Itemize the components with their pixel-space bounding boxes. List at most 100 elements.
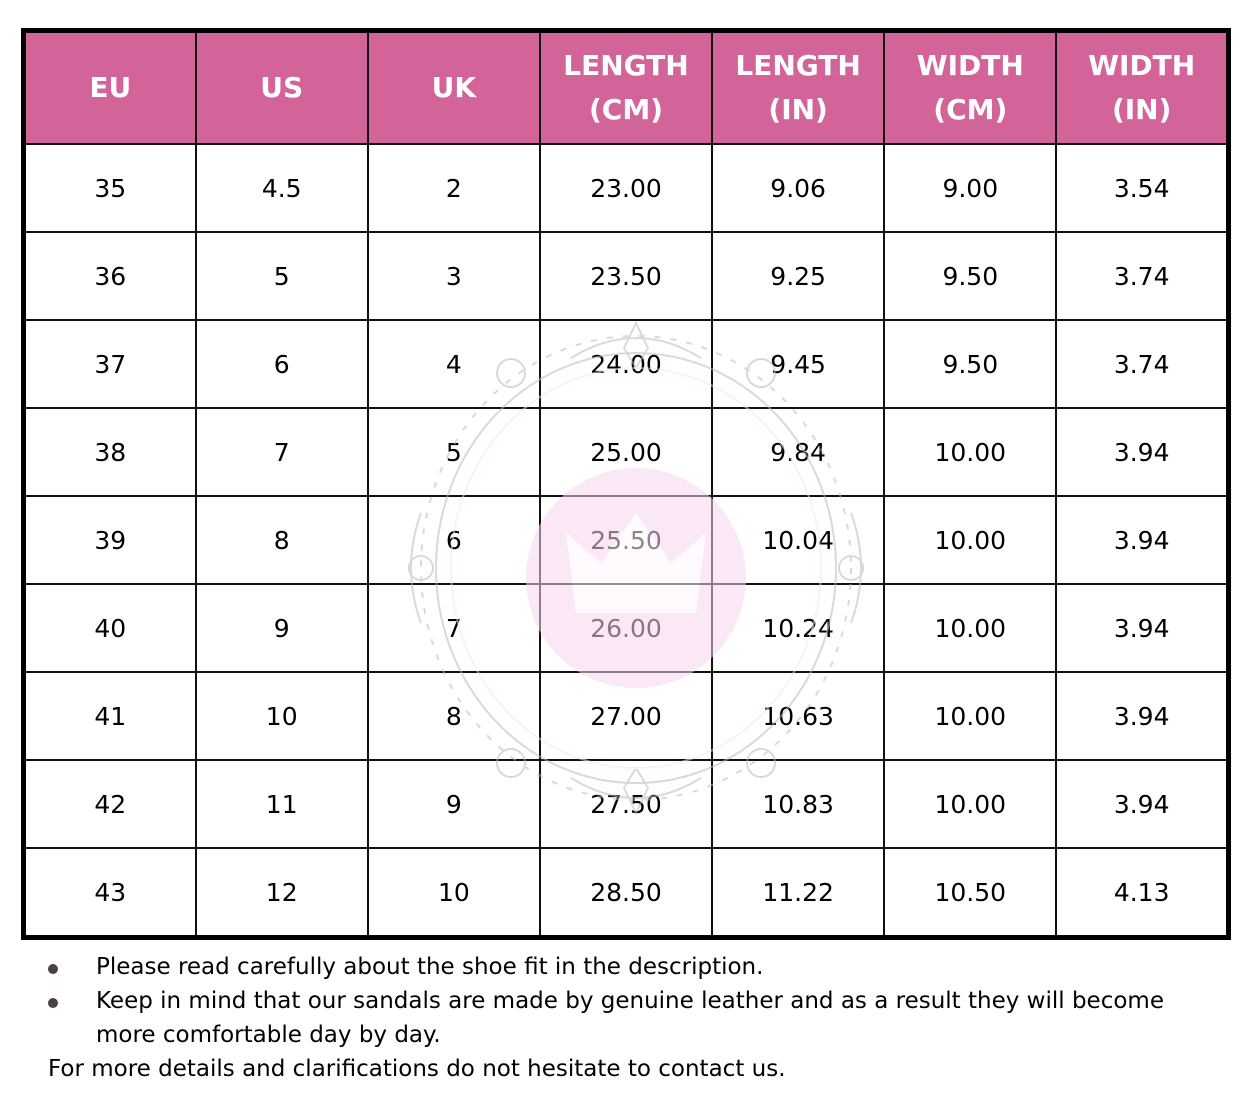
bullet-icon — [48, 964, 58, 974]
table-row: 35 4.5 2 23.00 9.06 9.00 3.54 — [22, 143, 1230, 233]
column-header-line: US — [260, 71, 304, 104]
contact-note: For more details and clarifications do n… — [48, 1056, 786, 1082]
column-header-line: (IN) — [1111, 93, 1172, 126]
table-cell: 5 — [194, 231, 369, 321]
table-cell: 3.94 — [1055, 759, 1230, 849]
table-cell: 10.63 — [711, 671, 886, 761]
table-cell: 25.50 — [538, 495, 714, 585]
table-cell: 9 — [366, 759, 541, 849]
table-cell: 12 — [194, 847, 369, 939]
table-cell: 9.25 — [711, 231, 886, 321]
table-cell: 11.22 — [711, 847, 886, 939]
column-header: LENGTH (CM) — [538, 29, 714, 145]
table-cell: 23.00 — [538, 143, 714, 233]
note-item: Keep in mind that our sandals are made b… — [48, 984, 1228, 1052]
table-cell: 2 — [366, 143, 541, 233]
table-cell: 9.50 — [883, 319, 1058, 409]
note-item: Please read carefully about the shoe fit… — [48, 950, 1228, 984]
table-cell: 10.04 — [711, 495, 886, 585]
note-text: Keep in mind that our sandals are made b… — [96, 988, 1164, 1048]
table-cell: 4.5 — [194, 143, 369, 233]
table-cell: 3 — [366, 231, 541, 321]
table-cell: 3.94 — [1055, 495, 1230, 585]
table-cell: 25.00 — [538, 407, 714, 497]
size-table: EU US UK LENGTH (CM) LENGTH (IN) WIDTH (CM) WIDTH… — [21, 28, 1231, 940]
table-cell: 7 — [366, 583, 541, 673]
column-header: WIDTH (IN) — [1055, 29, 1230, 145]
table-cell: 6 — [194, 319, 369, 409]
table-row: 41 10 8 27.00 10.63 10.00 3.94 — [22, 671, 1230, 761]
table-row: 39 8 6 25.50 10.04 10.00 3.94 — [22, 495, 1230, 585]
column-header-line: WIDTH — [1088, 49, 1196, 82]
table-cell: 10.00 — [883, 583, 1058, 673]
table-cell: 10.00 — [883, 407, 1058, 497]
table-row: 40 9 7 26.00 10.24 10.00 3.94 — [22, 583, 1230, 673]
table-cell: 27.50 — [538, 759, 714, 849]
table-cell: 7 — [194, 407, 369, 497]
table-cell: 3.94 — [1055, 671, 1230, 761]
table-row: 37 6 4 24.00 9.45 9.50 3.74 — [22, 319, 1230, 409]
table-cell: 10.00 — [883, 759, 1058, 849]
table-row: 42 11 9 27.50 10.83 10.00 3.94 — [22, 759, 1230, 849]
table-cell: 28.50 — [538, 847, 714, 939]
table-cell: 3.74 — [1055, 319, 1230, 409]
column-header: WIDTH (CM) — [883, 29, 1058, 145]
table-cell: 10 — [366, 847, 541, 939]
table-cell: 8 — [194, 495, 369, 585]
table-cell: 8 — [366, 671, 541, 761]
table-cell: 3.94 — [1055, 407, 1230, 497]
column-header-line: LENGTH — [735, 49, 861, 82]
table-cell: 5 — [366, 407, 541, 497]
table-row: 36 5 3 23.50 9.25 9.50 3.74 — [22, 231, 1230, 321]
note-text: Please read carefully about the shoe fit… — [96, 954, 764, 980]
column-header-line: WIDTH — [916, 49, 1024, 82]
table-cell: 11 — [194, 759, 369, 849]
table-cell: 40 — [22, 583, 197, 673]
notes: Please read carefully about the shoe fit… — [48, 950, 1228, 1086]
table-cell: 26.00 — [538, 583, 714, 673]
column-header: US — [194, 29, 369, 145]
header-row: EU US UK LENGTH (CM) LENGTH (IN) WIDTH (CM) WIDTH… — [22, 29, 1230, 145]
table-cell: 6 — [366, 495, 541, 585]
column-header-line: LENGTH — [563, 49, 689, 82]
table-cell: 10.00 — [883, 495, 1058, 585]
table-row: 43 12 10 28.50 11.22 10.50 4.13 — [22, 847, 1230, 939]
table-cell: 37 — [22, 319, 197, 409]
table-cell: 4.13 — [1055, 847, 1230, 939]
notes-list: Please read carefully about the shoe fit… — [48, 950, 1228, 1052]
column-header: LENGTH (IN) — [711, 29, 886, 145]
table-cell: 23.50 — [538, 231, 714, 321]
bullet-icon — [48, 998, 58, 1008]
table-cell: 39 — [22, 495, 197, 585]
table-cell: 35 — [22, 143, 197, 233]
table-cell: 9 — [194, 583, 369, 673]
table-cell: 9.84 — [711, 407, 886, 497]
table-cell: 3.74 — [1055, 231, 1230, 321]
table-cell: 10.24 — [711, 583, 886, 673]
table-cell: 10.00 — [883, 671, 1058, 761]
table-cell: 3.94 — [1055, 583, 1230, 673]
table-cell: 42 — [22, 759, 197, 849]
table-cell: 36 — [22, 231, 197, 321]
table-cell: 24.00 — [538, 319, 714, 409]
table-cell: 9.00 — [883, 143, 1058, 233]
table-cell: 3.54 — [1055, 143, 1230, 233]
table-row: 38 7 5 25.00 9.84 10.00 3.94 — [22, 407, 1230, 497]
size-chart: EU US UK LENGTH (CM) LENGTH (IN) WIDTH (CM) WIDTH… — [21, 28, 1231, 940]
table-cell: 43 — [22, 847, 197, 939]
column-header-line: UK — [431, 71, 477, 104]
table-cell: 38 — [22, 407, 197, 497]
column-header-line: (CM) — [933, 93, 1008, 126]
table-cell: 4 — [366, 319, 541, 409]
column-header-line: (IN) — [768, 93, 828, 126]
table-cell: 10.83 — [711, 759, 886, 849]
table-cell: 10.50 — [883, 847, 1058, 939]
column-header: EU — [22, 29, 197, 145]
table-cell: 27.00 — [538, 671, 714, 761]
table-cell: 10 — [194, 671, 369, 761]
column-header-line: EU — [89, 71, 132, 104]
table-cell: 9.50 — [883, 231, 1058, 321]
column-header-line: (CM) — [588, 93, 663, 126]
table-cell: 9.06 — [711, 143, 886, 233]
table-cell: 9.45 — [711, 319, 886, 409]
